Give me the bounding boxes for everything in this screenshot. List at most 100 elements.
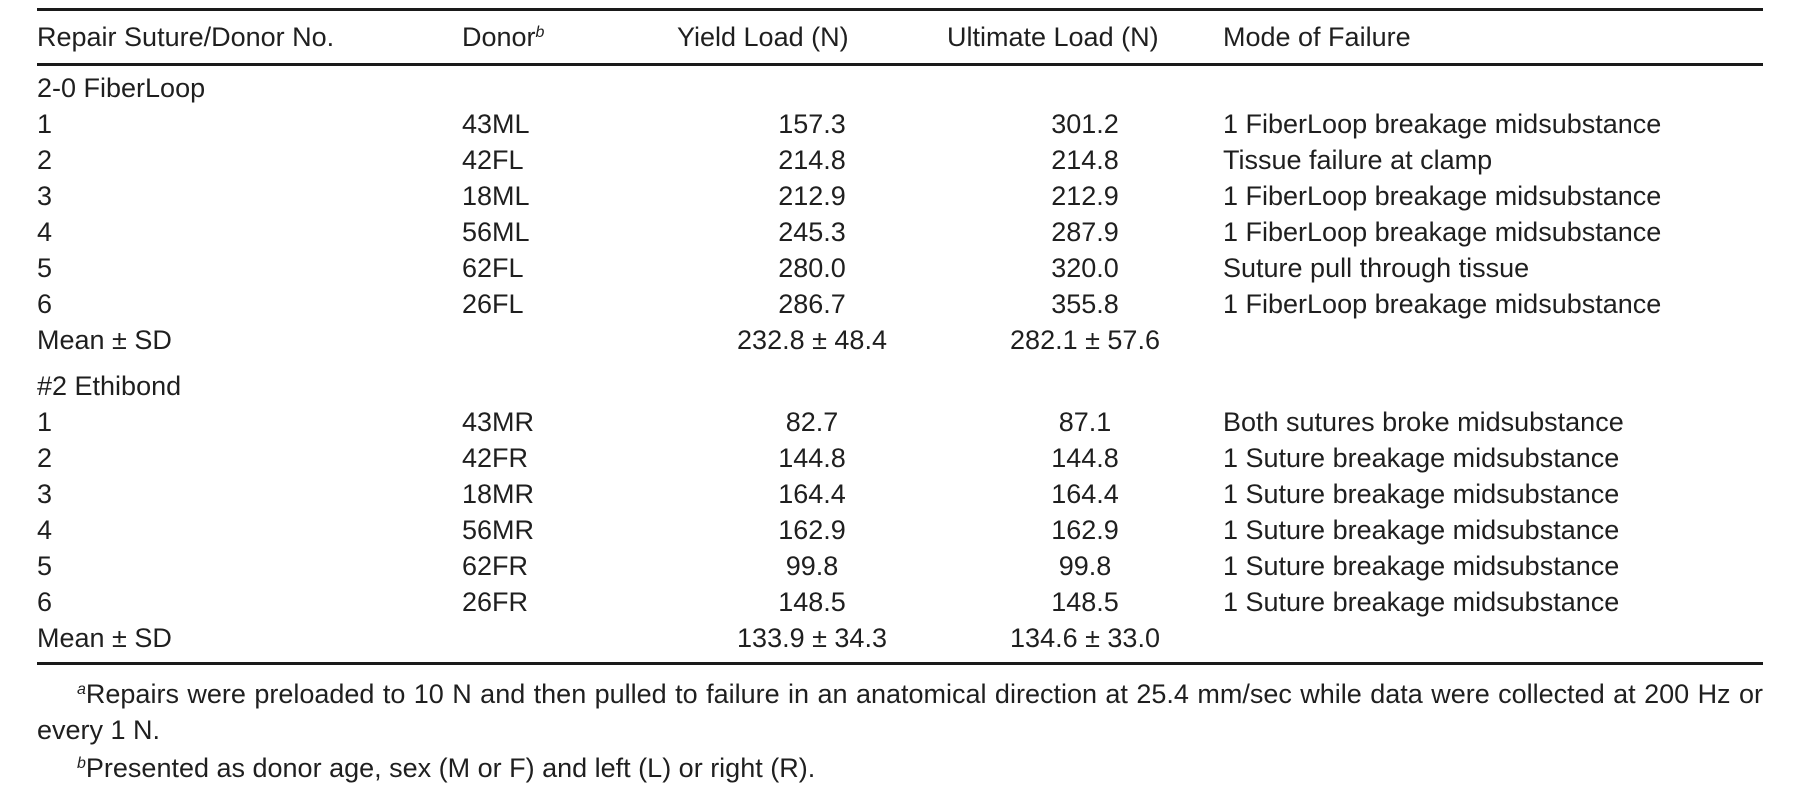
yield-load: 280.0 [778,253,846,283]
footnote-b: bPresented as donor age, sex (M or F) an… [37,750,1763,786]
mean-yield-load: 232.8 ± 48.4 [737,325,887,355]
donor-number: 6 [37,289,53,319]
donor-id: 56MR [462,515,535,545]
group-title: 2-0 FiberLoop [37,73,206,103]
mean-row: Mean ± SD 133.9 ± 34.3 134.6 ± 33.0 [37,620,1763,664]
yield-load: 148.5 [778,587,846,617]
footnote-a-text: Repairs were preloaded to 10 N and then … [37,679,1763,745]
footnote-b-text: Presented as donor age, sex (M or F) and… [85,753,816,783]
table-row: 3 18MR 164.4 164.4 1 Suture breakage mid… [37,476,1763,512]
header-donor: Donorb [462,10,677,65]
footnote-marker-a: a [77,681,86,698]
ultimate-load: 212.9 [1051,181,1119,211]
yield-load: 162.9 [778,515,846,545]
yield-load: 144.8 [778,443,846,473]
table-row: 3 18ML 212.9 212.9 1 FiberLoop breakage … [37,178,1763,214]
ultimate-load: 87.1 [1058,407,1112,437]
donor-id: 18ML [462,181,530,211]
group-fiberloop: 2-0 FiberLoop 1 43ML 157.3 301.2 1 Fiber… [37,65,1763,365]
mode-of-failure: 1 FiberLoop breakage midsubstance [1223,181,1662,211]
header-suture: Repair Suture/Donor No. [37,22,335,52]
ultimate-load: 144.8 [1051,443,1119,473]
donor-number: 3 [37,181,53,211]
yield-load: 214.8 [778,145,846,175]
mean-label: Mean ± SD [37,325,172,355]
ultimate-load: 214.8 [1051,145,1119,175]
yield-load: 245.3 [778,217,846,247]
mode-of-failure: Both sutures broke midsubstance [1223,407,1624,437]
table-row: 4 56MR 162.9 162.9 1 Suture breakage mid… [37,512,1763,548]
donor-id: 62FL [462,253,524,283]
mode-of-failure: 1 Suture breakage midsubstance [1223,515,1620,545]
mode-of-failure: 1 FiberLoop breakage midsubstance [1223,289,1662,319]
mean-row: Mean ± SD 232.8 ± 48.4 282.1 ± 57.6 [37,322,1763,364]
donor-number: 2 [37,443,53,473]
ultimate-load: 355.8 [1051,289,1119,319]
ultimate-load: 162.9 [1051,515,1119,545]
yield-load: 286.7 [778,289,846,319]
table-row: 6 26FR 148.5 148.5 1 Suture breakage mid… [37,584,1763,620]
group-title: #2 Ethibond [37,371,182,401]
table-header: Repair Suture/Donor No. Donorb Yield Loa… [37,9,1763,65]
mean-ultimate-load: 134.6 ± 33.0 [1010,623,1160,653]
ultimate-load: 148.5 [1051,587,1119,617]
empty-cell [462,620,677,664]
mean-ultimate-load: 282.1 ± 57.6 [1010,325,1160,355]
donor-id: 18MR [462,479,535,509]
table-row: 6 26FL 286.7 355.8 1 FiberLoop breakage … [37,286,1763,322]
donor-id: 42FL [462,145,524,175]
donor-id: 42FR [462,443,529,473]
mode-of-failure: Suture pull through tissue [1223,253,1530,283]
empty-cell [462,322,677,364]
donor-number: 5 [37,551,53,581]
donor-id: 26FR [462,587,529,617]
group-ethibond: #2 Ethibond 1 43MR 82.7 87.1 Both suture… [37,364,1763,664]
table-row: 4 56ML 245.3 287.9 1 FiberLoop breakage … [37,214,1763,250]
donor-number: 4 [37,515,53,545]
header-mode-of-failure: Mode of Failure [1223,22,1411,52]
header-ultimate-load: Ultimate Load (N) [947,22,1159,52]
yield-load: 164.4 [778,479,846,509]
footnote-marker-b: b [535,24,545,41]
yield-load: 157.3 [778,109,846,139]
table-row: 1 43MR 82.7 87.1 Both sutures broke mids… [37,404,1763,440]
mode-of-failure: 1 FiberLoop breakage midsubstance [1223,109,1662,139]
ultimate-load: 320.0 [1051,253,1119,283]
header-yield-load: Yield Load (N) [677,22,849,52]
donor-id: 43ML [462,109,530,139]
donor-number: 1 [37,407,53,437]
mode-of-failure: 1 Suture breakage midsubstance [1223,479,1620,509]
table-row: 2 42FR 144.8 144.8 1 Suture breakage mid… [37,440,1763,476]
donor-id: 43MR [462,407,535,437]
ultimate-load: 301.2 [1051,109,1119,139]
donor-number: 3 [37,479,53,509]
yield-load: 82.7 [785,407,839,437]
mode-of-failure: 1 Suture breakage midsubstance [1223,443,1620,473]
table-row: 2 42FL 214.8 214.8 Tissue failure at cla… [37,142,1763,178]
mode-of-failure: 1 Suture breakage midsubstance [1223,551,1620,581]
donor-id: 26FL [462,289,524,319]
yield-load: 212.9 [778,181,846,211]
mean-yield-load: 133.9 ± 34.3 [737,623,887,653]
empty-cell [1223,322,1763,364]
ultimate-load: 287.9 [1051,217,1119,247]
mode-of-failure: Tissue failure at clamp [1223,145,1493,175]
donor-number: 5 [37,253,53,283]
results-table: Repair Suture/Donor No. Donorb Yield Loa… [37,8,1763,665]
mode-of-failure: 1 Suture breakage midsubstance [1223,587,1620,617]
table-footnotes: aRepairs were preloaded to 10 N and then… [37,676,1763,786]
donor-number: 4 [37,217,53,247]
yield-load: 99.8 [785,551,839,581]
donor-number: 6 [37,587,53,617]
donor-number: 2 [37,145,53,175]
donor-number: 1 [37,109,53,139]
footnote-a: aRepairs were preloaded to 10 N and then… [37,676,1763,748]
mode-of-failure: 1 FiberLoop breakage midsubstance [1223,217,1662,247]
table-row: 5 62FL 280.0 320.0 Suture pull through t… [37,250,1763,286]
footnote-marker-b: b [77,755,86,772]
ultimate-load: 164.4 [1051,479,1119,509]
donor-id: 62FR [462,551,529,581]
table-row: 5 62FR 99.8 99.8 1 Suture breakage midsu… [37,548,1763,584]
ultimate-load: 99.8 [1058,551,1112,581]
